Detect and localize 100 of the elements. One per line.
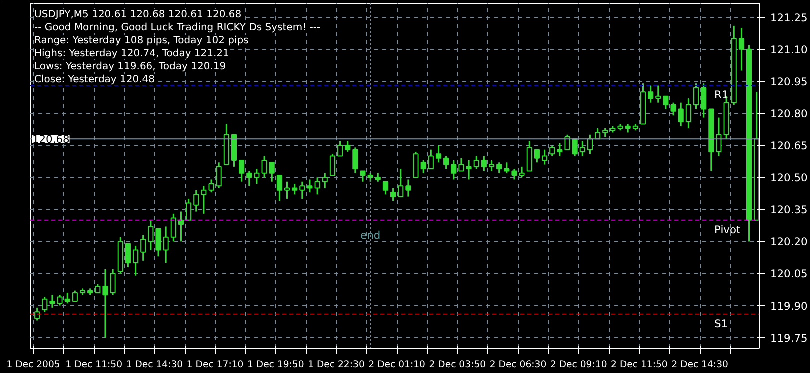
- x-tick-label: 2 Dec 01:10: [368, 360, 426, 370]
- candlestick: [156, 228, 162, 258]
- y-tick-label: 119.75: [770, 332, 808, 345]
- candlestick: [269, 162, 275, 183]
- candlestick: [686, 98, 692, 130]
- candlestick: [133, 245, 139, 277]
- candlestick: [542, 149, 548, 166]
- candlestick: [474, 155, 480, 170]
- candlestick: [428, 149, 434, 170]
- candlestick: [716, 117, 722, 157]
- candlestick: [512, 168, 518, 180]
- candlestick: [420, 160, 426, 174]
- candlestick: [693, 82, 700, 110]
- x-tick-label: 2 Dec 14:30: [672, 360, 729, 370]
- candlestick: [186, 198, 192, 222]
- candlestick: [678, 102, 684, 128]
- candlestick: [42, 296, 48, 313]
- y-tick-label: 119.90: [770, 300, 808, 313]
- candlestick: [352, 146, 358, 174]
- candlestick: [458, 158, 464, 172]
- candlestick: [300, 181, 306, 200]
- candlestick: [663, 96, 669, 110]
- candlestick: [488, 160, 495, 172]
- candlestick: [163, 226, 169, 264]
- annotation: Highs: Yesterday 120.74, Today 121.21: [34, 48, 230, 60]
- text: USDJPY,M5 120.61 120.68 120.61 120.68: [34, 10, 242, 20]
- candlestick: [330, 153, 336, 176]
- candlestick: [406, 178, 412, 198]
- y-tick-label: 120.05: [770, 268, 808, 281]
- candlestick: [148, 220, 154, 251]
- candlestick: [102, 268, 108, 339]
- candlestick: [648, 84, 654, 104]
- annotation: -- Good Morning, Good Luck Trading RICKY Ds System! ---: [34, 22, 321, 34]
- x-tick-label: 2 Dec 03:50: [429, 360, 486, 370]
- candlestick: [670, 102, 676, 116]
- candlestick: [738, 27, 744, 72]
- candlestick: [564, 134, 570, 151]
- candlestick: [292, 183, 298, 196]
- candlestick: [208, 178, 214, 194]
- candlestick: [466, 160, 472, 180]
- candlestick: [254, 168, 260, 185]
- y-tick-label: 120.20: [770, 236, 808, 249]
- y-tick-label: 120.65: [770, 140, 808, 153]
- candlestick: [170, 213, 176, 242]
- candlestick: [534, 149, 540, 164]
- candlestick: [345, 140, 351, 153]
- y-tick-label: 121.25: [770, 11, 808, 24]
- ref-line-label: 120.68: [32, 133, 70, 146]
- y-tick-label: 121.10: [770, 43, 808, 56]
- annotation: Close: Yesterday 120.48: [34, 74, 156, 86]
- y-tick-label: 120.95: [770, 75, 808, 88]
- y-tick-label: 120.50: [770, 172, 808, 185]
- candlestick: [504, 162, 510, 174]
- candlestick: [201, 185, 207, 215]
- candlestick: [64, 292, 70, 304]
- candlestick: [314, 176, 320, 196]
- candlestick: [110, 268, 116, 296]
- candlestick: [496, 162, 502, 174]
- candlestick: [34, 307, 40, 322]
- candlestick: [125, 243, 131, 268]
- candlestick: [390, 188, 396, 202]
- candlestick: [444, 155, 450, 170]
- y-tick-label: 120.80: [770, 108, 808, 121]
- candlestick: [656, 84, 662, 104]
- candlestick: [307, 178, 313, 194]
- candlestick: [557, 142, 563, 157]
- x-tick-label: 1 Dec 14:30: [126, 360, 184, 370]
- x-tick-label: 1 Dec 17:10: [186, 360, 244, 370]
- candlestick: [587, 134, 593, 155]
- candlestick: [194, 190, 200, 213]
- candlestick: [57, 294, 63, 307]
- ref-line-label: Pivot: [714, 223, 741, 236]
- x-tick-label: 2 Dec 09:10: [550, 360, 608, 370]
- candlestick: [526, 140, 532, 172]
- candlestick: [398, 168, 404, 198]
- candlestick: [322, 172, 328, 190]
- ref-line-label: S1: [714, 317, 728, 330]
- candlestick: [550, 144, 556, 157]
- x-tick-label: 2 Dec 06:30: [490, 360, 547, 370]
- candlestick: [216, 162, 222, 190]
- x-tick-label: 1 Dec 19:50: [248, 360, 304, 370]
- annotation: end: [360, 228, 381, 242]
- candlestick: [413, 151, 419, 178]
- candlestick: [436, 144, 442, 164]
- candlestick: [701, 82, 707, 119]
- annotation: Range: Yesterday 108 pips, Today 102 pips: [34, 36, 249, 46]
- candlestick: [572, 138, 578, 157]
- candlestick: [239, 160, 245, 183]
- x-tick-label: 1 Dec 2005: [6, 360, 60, 370]
- candlestick: [519, 166, 525, 178]
- x-tick-label: 1 Dec 11:50: [66, 360, 123, 370]
- candlestick: [50, 294, 56, 309]
- candlestick: [72, 290, 78, 302]
- annotation: Lows: Yesterday 119.66, Today 120.19: [34, 62, 226, 72]
- candlestick: [451, 160, 457, 180]
- ref-line-label: R1: [714, 88, 729, 102]
- candlestick: [382, 181, 388, 196]
- candlestick: [276, 174, 282, 202]
- x-tick-label: 2 Dec 11:50: [611, 360, 668, 370]
- y-tick-label: 120.35: [770, 204, 808, 217]
